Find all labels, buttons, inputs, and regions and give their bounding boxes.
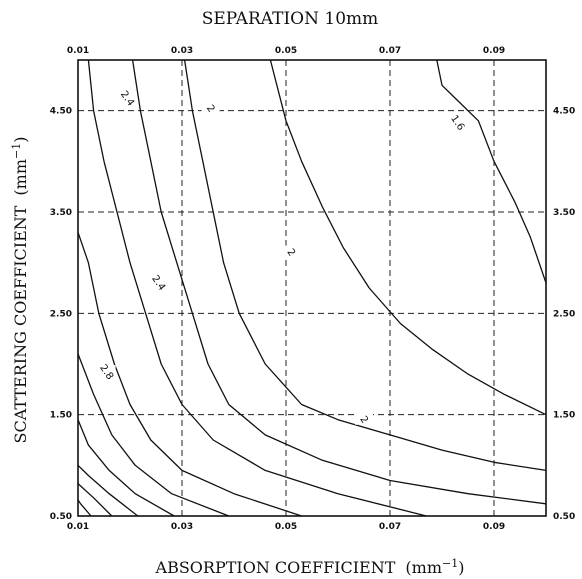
x-axis-unit-exp: −1	[442, 557, 458, 570]
y-tick-right-1: 1.50	[553, 411, 575, 421]
x-tick-top-1: 0.03	[171, 46, 193, 56]
contour-labels: 2.421.622.42.82	[97, 89, 467, 426]
y-axis-label: SCATTERING COEFFICIENT (mm−1)	[10, 137, 30, 444]
x-tick-bottom-4: 0.09	[483, 522, 505, 532]
contour-lines	[77, 59, 547, 517]
contour-line-0	[77, 499, 92, 517]
y-tick-right-2: 2.50	[553, 309, 575, 319]
contour-label-bg-1	[201, 101, 220, 114]
contour-label-6: 2	[357, 414, 370, 426]
contour-label-bg-0	[118, 91, 137, 104]
contour-line-7	[131, 59, 547, 505]
tick-labels: 0.01 0.01 0.03 0.03 0.05 0.05 0.07 0.07 0.09 0.09…	[50, 46, 575, 532]
y-tick-left-0: 0.50	[50, 512, 72, 522]
contour-label-bg-2	[448, 115, 467, 128]
x-tick-bottom-2: 0.05	[275, 522, 297, 532]
contour-label-bg-4	[149, 275, 168, 288]
x-tick-bottom-1: 0.03	[171, 522, 193, 532]
x-tick-top-2: 0.05	[275, 46, 297, 56]
grid	[78, 60, 546, 516]
x-tick-top-4: 0.09	[483, 46, 505, 56]
x-axis-label-text: ABSORPTION COEFFICIENT	[155, 558, 396, 577]
plot-frame	[77, 59, 547, 517]
contour-label-3: 2	[284, 247, 297, 259]
contour-line-6	[87, 59, 427, 517]
x-tick-bottom-0: 0.01	[67, 522, 89, 532]
contour-line-2	[77, 464, 139, 517]
y-tick-right-0: 0.50	[553, 512, 575, 522]
x-tick-bottom-3: 0.07	[379, 522, 401, 532]
y-axis-unit: (mm	[11, 159, 30, 196]
y-tick-left-1: 1.50	[50, 411, 72, 421]
x-tick-top-3: 0.07	[379, 46, 401, 56]
contour-label-bg-3	[282, 245, 301, 258]
contour-label-bg-6	[355, 412, 373, 425]
contour-label-bg-5	[97, 365, 116, 378]
contour-line-5	[77, 232, 302, 517]
chart-title: SEPARATION 10mm	[202, 9, 379, 29]
y-axis-unit-close: )	[11, 137, 30, 143]
y-tick-right-4: 4.50	[553, 107, 575, 117]
y-tick-left-2: 2.50	[50, 309, 72, 319]
contour-label-1: 2	[204, 103, 217, 115]
x-tick-top-0: 0.01	[67, 46, 89, 56]
y-axis-unit-exp: −1	[10, 143, 23, 159]
x-axis-unit: (mm	[405, 558, 442, 577]
y-tick-left-3: 3.50	[50, 208, 72, 218]
contour-line-1	[77, 483, 113, 517]
x-axis-label: ABSORPTION COEFFICIENT (mm−1)	[155, 557, 465, 577]
y-tick-right-3: 3.50	[553, 208, 575, 218]
contour-line-9	[269, 59, 547, 416]
contour-line-8	[183, 59, 547, 472]
y-tick-left-4: 4.50	[50, 107, 72, 117]
contour-line-10	[436, 59, 547, 284]
y-axis-label-text: SCATTERING COEFFICIENT	[11, 205, 30, 443]
contour-line-4	[77, 353, 230, 517]
contour-line-3	[77, 419, 175, 517]
x-axis-unit-close: )	[458, 558, 464, 577]
